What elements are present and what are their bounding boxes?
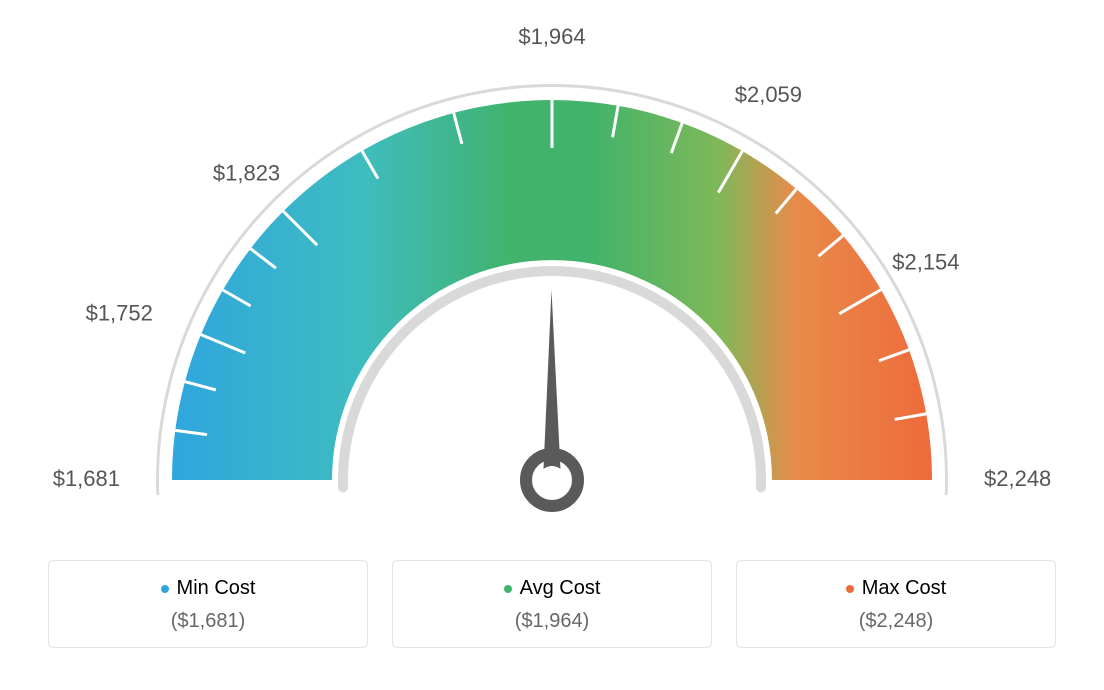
gauge-tick-label: $2,059 bbox=[735, 82, 802, 107]
legend-card-min: Min Cost ($1,681) bbox=[48, 560, 368, 648]
gauge-svg: $1,681 $1,752 $1,823 $1,964 $2,059 $2,154 $2,2… bbox=[20, 20, 1084, 540]
legend-row: Min Cost ($1,681) Avg Cost ($1,964) Max … bbox=[20, 560, 1084, 648]
legend-card-max: Max Cost ($2,248) bbox=[736, 560, 1056, 648]
gauge-dial: $1,681 $1,752 $1,823 $1,964 $2,059 $2,154 $2,2… bbox=[20, 20, 1084, 540]
gauge-tick-label: $2,248 bbox=[984, 466, 1051, 491]
legend-value-min: ($1,681) bbox=[49, 610, 367, 633]
legend-label-avg: Avg Cost bbox=[520, 577, 601, 600]
gauge-tick-label: $2,154 bbox=[892, 250, 959, 275]
legend-card-avg: Avg Cost ($1,964) bbox=[392, 560, 712, 648]
legend-label-max: Max Cost bbox=[862, 577, 946, 600]
legend-dot-min bbox=[161, 585, 169, 593]
legend-title-min: Min Cost bbox=[161, 577, 256, 600]
gauge-tick-label: $1,681 bbox=[53, 466, 120, 491]
legend-dot-avg bbox=[504, 585, 512, 593]
cost-gauge-chart: $1,681 $1,752 $1,823 $1,964 $2,059 $2,154 $2,2… bbox=[20, 20, 1084, 648]
legend-value-max: ($2,248) bbox=[737, 610, 1055, 633]
gauge-tick-label: $1,752 bbox=[86, 301, 153, 326]
legend-dot-max bbox=[846, 585, 854, 593]
gauge-tick-label: $1,823 bbox=[213, 161, 280, 186]
legend-title-avg: Avg Cost bbox=[504, 577, 601, 600]
legend-value-avg: ($1,964) bbox=[393, 610, 711, 633]
gauge-tick-label: $1,964 bbox=[518, 24, 585, 49]
legend-title-max: Max Cost bbox=[846, 577, 946, 600]
legend-label-min: Min Cost bbox=[177, 577, 256, 600]
